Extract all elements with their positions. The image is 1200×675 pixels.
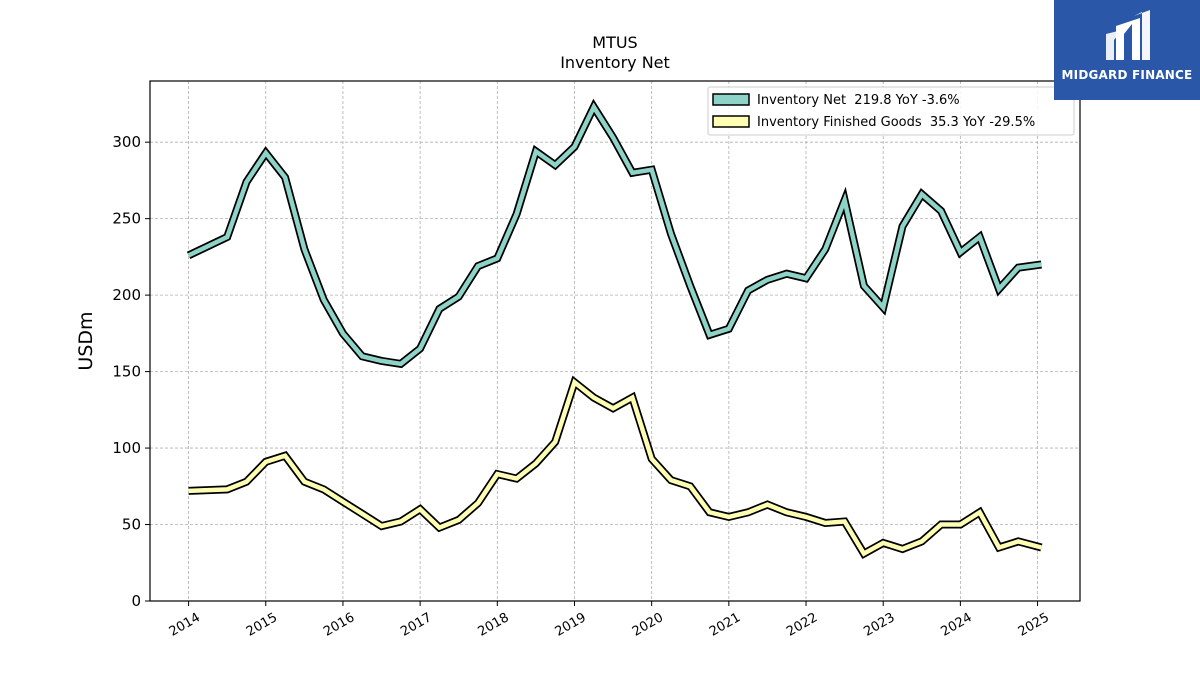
- x-tick-label: 2016: [321, 610, 357, 640]
- logo-text: MIDGARD FINANCE: [1061, 68, 1193, 82]
- legend-swatch-finished-goods: [712, 115, 750, 128]
- plot-frame: [149, 80, 1081, 602]
- y-tick-label: 250: [112, 210, 141, 228]
- legend-box: [707, 86, 1075, 136]
- chart-subtitle: Inventory Net: [560, 53, 670, 72]
- x-tick-label: 2022: [784, 610, 820, 640]
- midgard-finance-logo: MIDGARD FINANCE: [1054, 0, 1200, 100]
- y-tick-label: 300: [112, 133, 141, 151]
- x-tick-label: 2025: [1016, 610, 1052, 640]
- y-tick-label: 200: [112, 286, 141, 304]
- series-line-1: [188, 378, 1042, 557]
- y-tick-label: 100: [112, 439, 141, 457]
- y-axis: 0 50 100 150 200 250 300: [112, 133, 150, 610]
- x-tick-label: 2015: [244, 610, 280, 640]
- legend-label-finished-goods: Inventory Finished Goods 35.3 YoY -29.5%: [757, 115, 1035, 130]
- x-tick-label: 2018: [475, 610, 511, 640]
- chart-title: MTUS: [592, 33, 637, 52]
- y-tick-label: 0: [131, 592, 141, 610]
- y-tick-label: 150: [112, 363, 141, 381]
- x-tick-label: 2017: [398, 610, 434, 640]
- x-tick-label: 2014: [167, 610, 203, 640]
- x-tick-label: 2023: [861, 610, 897, 640]
- series-layer: [186, 98, 1043, 559]
- x-tick-label: 2021: [707, 610, 743, 640]
- legend-swatch-inventory-net: [712, 93, 750, 106]
- series-line-0: [187, 102, 1042, 367]
- x-tick-label: 2020: [630, 610, 666, 640]
- y-tick-label: 50: [122, 516, 141, 534]
- x-tick-label: 2019: [553, 610, 589, 640]
- logo-mark-icon: [1106, 10, 1150, 60]
- x-axis: 2014 2015 2016 2017 2018 2019 2020 2021 2022 2023…: [167, 601, 1052, 640]
- y-axis-label: USDm: [75, 311, 97, 370]
- legend-label-inventory-net: Inventory Net 219.8 YoY -3.6%: [757, 93, 960, 108]
- x-tick-label: 2024: [939, 610, 975, 640]
- legend: Inventory Net 219.8 YoY -3.6% Inventory …: [707, 86, 1075, 136]
